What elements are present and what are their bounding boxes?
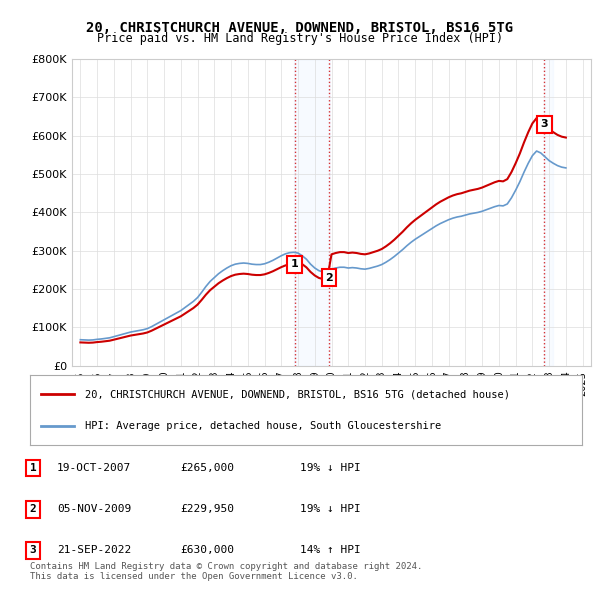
Text: Price paid vs. HM Land Registry's House Price Index (HPI): Price paid vs. HM Land Registry's House … xyxy=(97,32,503,45)
Text: 3: 3 xyxy=(541,119,548,129)
Text: 21-SEP-2022: 21-SEP-2022 xyxy=(57,546,131,555)
Text: £229,950: £229,950 xyxy=(180,504,234,514)
Text: 19-OCT-2007: 19-OCT-2007 xyxy=(57,463,131,473)
Text: 14% ↑ HPI: 14% ↑ HPI xyxy=(300,546,361,555)
Text: 1: 1 xyxy=(29,463,37,473)
Text: 05-NOV-2009: 05-NOV-2009 xyxy=(57,504,131,514)
Text: HPI: Average price, detached house, South Gloucestershire: HPI: Average price, detached house, Sout… xyxy=(85,421,442,431)
Text: 2: 2 xyxy=(29,504,37,514)
Text: 20, CHRISTCHURCH AVENUE, DOWNEND, BRISTOL, BS16 5TG (detached house): 20, CHRISTCHURCH AVENUE, DOWNEND, BRISTO… xyxy=(85,389,510,399)
Text: £265,000: £265,000 xyxy=(180,463,234,473)
Text: 1: 1 xyxy=(291,259,299,269)
Bar xyxy=(544,59,553,366)
Bar xyxy=(294,59,330,366)
Text: 19% ↓ HPI: 19% ↓ HPI xyxy=(300,463,361,473)
Text: 19% ↓ HPI: 19% ↓ HPI xyxy=(300,504,361,514)
Text: 20, CHRISTCHURCH AVENUE, DOWNEND, BRISTOL, BS16 5TG: 20, CHRISTCHURCH AVENUE, DOWNEND, BRISTO… xyxy=(86,21,514,35)
Text: 2: 2 xyxy=(325,273,333,283)
Text: Contains HM Land Registry data © Crown copyright and database right 2024.
This d: Contains HM Land Registry data © Crown c… xyxy=(30,562,422,581)
Text: £630,000: £630,000 xyxy=(180,546,234,555)
Text: 3: 3 xyxy=(29,546,37,555)
